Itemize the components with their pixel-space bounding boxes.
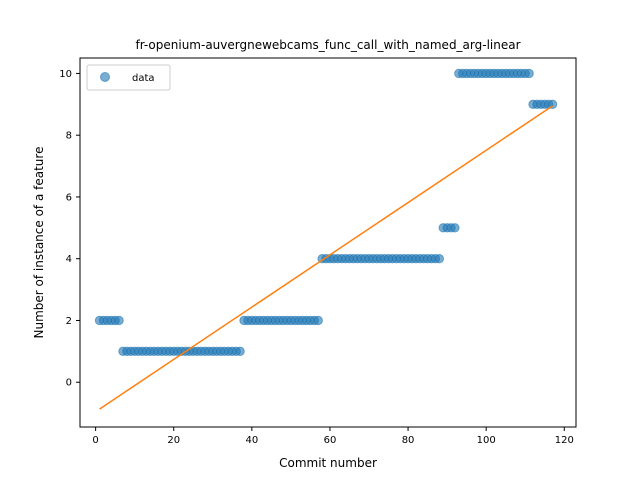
y-axis-ticks: 0 2 4 6 8 10 [59,69,80,389]
x-axis-label: Commit number [279,456,377,470]
data-point [313,315,323,326]
x-tick-label: 0 [92,435,98,446]
data-point [450,223,460,233]
data-point [524,68,534,79]
y-tick-label: 0 [66,378,72,389]
x-tick-label: 20 [167,435,180,446]
y-tick-label: 10 [59,69,72,80]
x-axis-ticks: 0 20 40 60 80 100 120 [92,427,574,446]
fit-line-layer [99,105,553,410]
plot-frame [79,57,577,428]
x-tick-label: 60 [324,435,337,446]
data-point [434,254,445,264]
data-points [94,68,558,357]
x-tick-label: 40 [245,435,258,446]
y-tick-label: 8 [66,131,72,142]
legend-label: data [132,73,155,84]
legend-box [86,64,171,91]
y-tick-label: 2 [66,316,72,327]
x-tick-label: 100 [477,435,496,446]
x-tick-label: 120 [555,435,574,446]
fit-line [99,105,553,410]
legend-marker [100,72,110,82]
data-point [114,315,124,326]
y-axis-label: Number of instance of a feature [32,147,46,339]
chart-title: fr-openium-auvergnewebcams_func_call_wit… [135,38,520,52]
legend: data [86,64,171,91]
x-tick-label: 80 [402,435,415,446]
data-point [235,346,245,357]
y-tick-label: 4 [66,254,72,265]
y-tick-label: 6 [66,192,72,203]
